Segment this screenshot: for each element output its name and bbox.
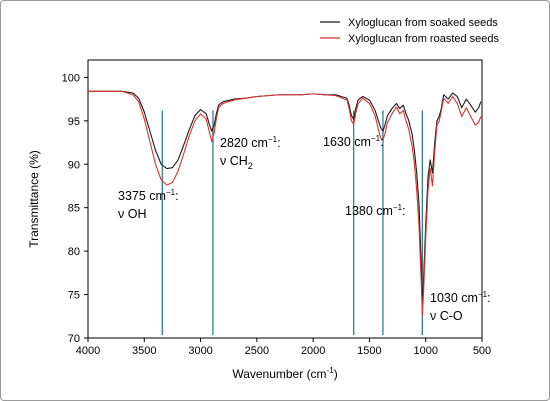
y-tick-label: 90	[68, 159, 80, 171]
marker-lines	[161, 110, 423, 335]
annotations: 3375 cm−1: ν OH 2820 cm−1: ν CH2 1630 cm…	[118, 134, 491, 323]
y-axis-title: Transmittance (%)	[27, 150, 41, 248]
x-tick-label: 2500	[245, 345, 269, 357]
x-tick-label: 3500	[132, 345, 156, 357]
annotation-co-line1: 1030 cm−1:	[430, 290, 491, 305]
y-tick-label: 100	[62, 72, 80, 84]
x-tick-label: 3000	[188, 345, 212, 357]
x-tick-label: 2000	[301, 345, 325, 357]
y-tick-label: 70	[68, 333, 80, 345]
y-tick-label: 80	[68, 246, 80, 258]
annotation-ch2-line1: 2820 cm−1:	[220, 135, 281, 150]
series-group	[88, 90, 482, 317]
y-tick-label: 85	[68, 203, 80, 215]
annotation-ch2-line2: ν CH2	[220, 154, 253, 171]
plot-area	[87, 59, 483, 339]
x-axis-title: Wavenumber (cm-1)	[232, 366, 337, 381]
annotation-co-line2: ν C-O	[430, 309, 463, 323]
series-line-soaked	[88, 90, 482, 307]
x-tick-label: 500	[473, 345, 491, 357]
annotation-oh-line2: ν OH	[118, 207, 146, 221]
x-tick-label: 4000	[76, 345, 100, 357]
y-tick-label: 95	[68, 116, 80, 128]
annotation-1380-line1: 1380 cm−1:	[345, 203, 406, 218]
x-tick-label: 1000	[413, 345, 437, 357]
series-line-roasted	[88, 90, 482, 317]
legend-label-roasted: Xyloglucan from roasted seeds	[348, 33, 500, 45]
legend: Xyloglucan from soaked seeds Xyloglucan …	[320, 17, 500, 45]
x-tick-label: 1500	[357, 345, 381, 357]
annotation-oh-line1: 3375 cm−1:	[118, 188, 179, 203]
annotation-1630-line1: 1630 cm−1:	[323, 134, 384, 149]
plot-area-border	[87, 59, 483, 339]
legend-label-soaked: Xyloglucan from soaked seeds	[348, 17, 498, 29]
y-axis-ticks: 70 75 80 85 90 95 100	[62, 72, 88, 345]
x-axis-ticks: 4000 3500 3000 2500 2000 1500 1000 500	[76, 338, 491, 357]
y-tick-label: 75	[68, 290, 80, 302]
